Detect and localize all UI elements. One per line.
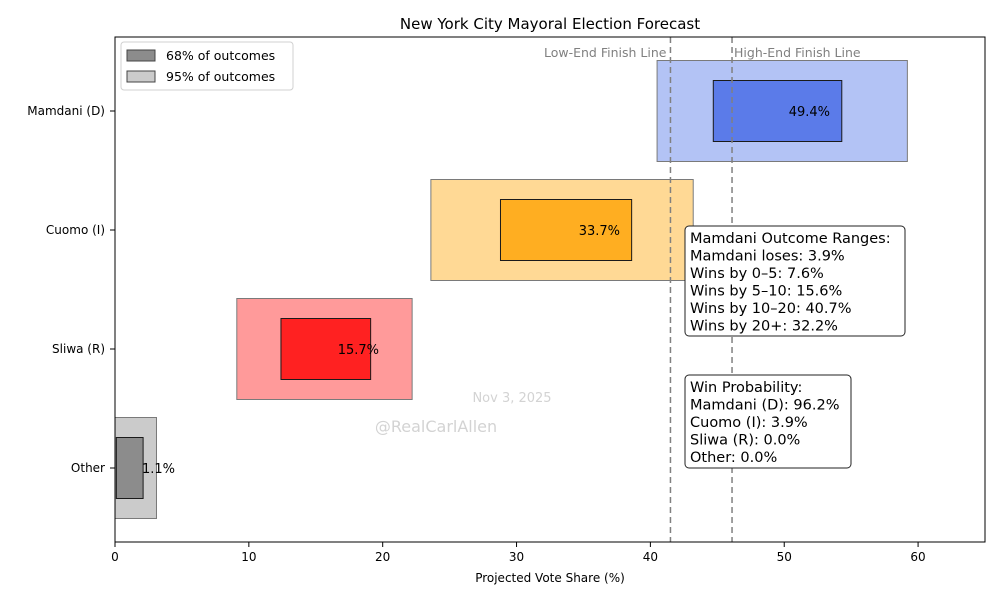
y-tick-label-1: Cuomo (I): [46, 223, 105, 237]
x-tick-label-6: 60: [910, 550, 925, 564]
legend-label-0: 68% of outcomes: [166, 48, 275, 63]
watermark-handle: @RealCarlAllen: [375, 417, 497, 436]
win-probability-line-4: Other: 0.0%: [690, 450, 777, 466]
x-tick-label-3: 30: [509, 550, 524, 564]
outcome-ranges-box: [684, 225, 906, 337]
value-label-2: 15.7%: [338, 343, 379, 358]
outcome-ranges-line-5: Wins by 20+: 32.2%: [690, 319, 838, 335]
x-tick-label-1: 10: [241, 550, 256, 564]
value-label-3: 1.1%: [142, 462, 175, 477]
outcome-ranges-line-4: Wins by 10–20: 40.7%: [690, 301, 852, 317]
win-probability-line-3: Sliwa (R): 0.0%: [690, 433, 800, 449]
plot-area: Low-End Finish Line High-End Finish Line 4…: [27, 36, 986, 564]
watermark-date: Nov 3, 2025: [472, 391, 551, 406]
value-label-0: 49.4%: [789, 105, 830, 120]
y-tick-label-2: Sliwa (R): [52, 342, 105, 356]
bar-68-3: [115, 437, 144, 499]
x-tick-label-0: 0: [111, 550, 119, 564]
outcome-ranges-line-2: Wins by 0–5: 7.6%: [690, 266, 824, 282]
outcome-ranges-line-1: Mamdani loses: 3.9%: [690, 249, 845, 265]
x-tick-label-4: 40: [643, 550, 658, 564]
value-label-1: 33.7%: [579, 224, 620, 239]
bar-68-0: [712, 80, 843, 142]
plot-frame: [114, 36, 986, 543]
x-tick-label-2: 20: [375, 550, 390, 564]
win-probability-line-1: Mamdani (D): 96.2%: [690, 398, 839, 414]
chart-title: New York City Mayoral Election Forecast: [400, 15, 700, 33]
win-probability-line-2: Cuomo (I): 3.9%: [690, 415, 808, 431]
legend-swatch-0: [126, 49, 156, 62]
finish-line-label-0: Low-End Finish Line: [544, 45, 667, 60]
outcome-ranges-line-3: Wins by 5–10: 15.6%: [690, 284, 842, 300]
bar-68-2: [280, 318, 372, 380]
legend-swatch-1: [126, 70, 156, 83]
win-probability-line-0: Win Probability:: [690, 380, 802, 396]
outcome-ranges-line-0: Mamdani Outcome Ranges:: [690, 231, 891, 247]
y-tick-label-0: Mamdani (D): [27, 104, 105, 118]
x-tick-label-5: 50: [777, 550, 792, 564]
legend-label-1: 95% of outcomes: [166, 69, 275, 84]
legend-box: [120, 41, 294, 91]
finish-line-label-1: High-End Finish Line: [734, 45, 861, 60]
x-axis-label: Projected Vote Share (%): [475, 571, 625, 585]
y-tick-label-3: Other: [71, 461, 105, 475]
bar-68-1: [499, 199, 633, 261]
win-probability-box: [684, 374, 852, 469]
